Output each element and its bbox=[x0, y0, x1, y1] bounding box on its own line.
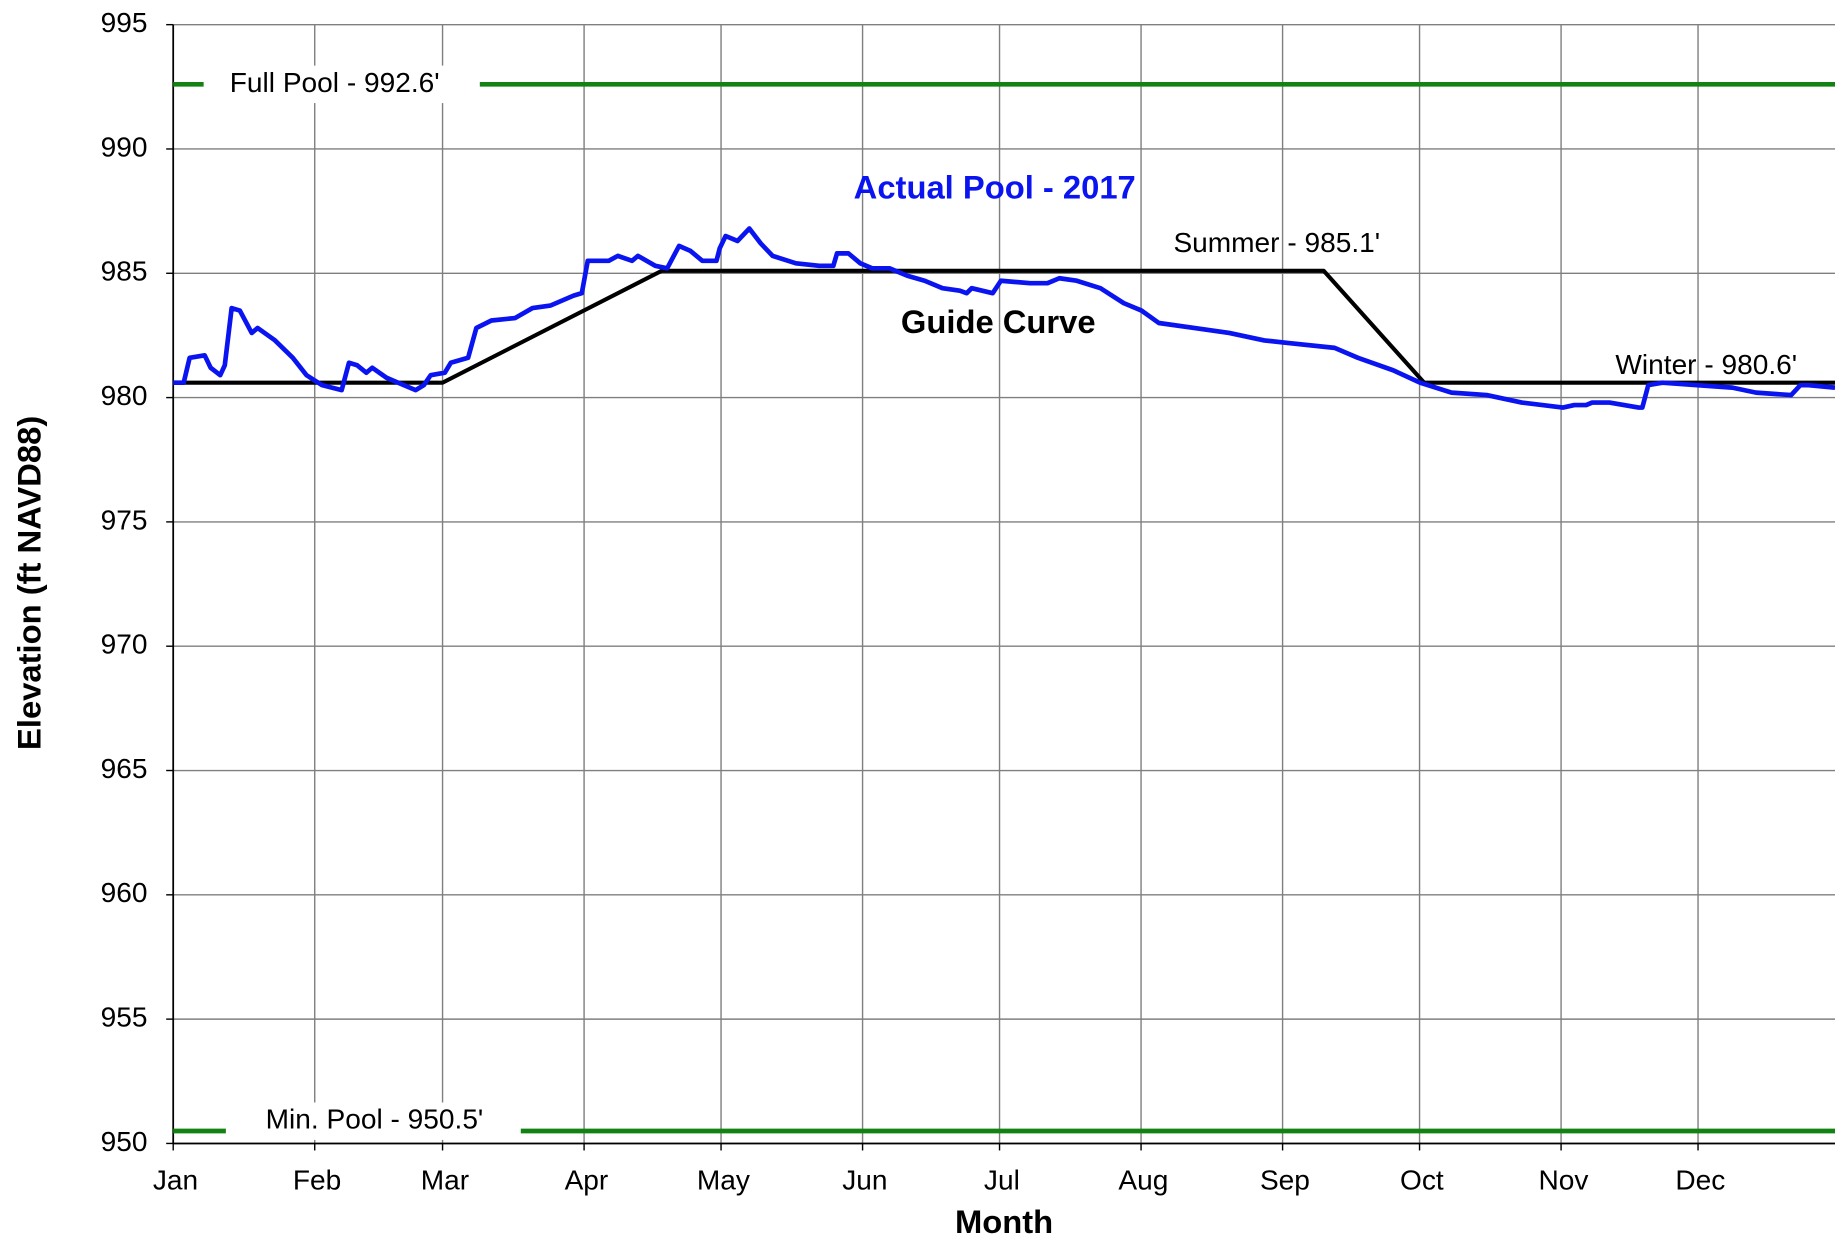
y-tick-label: 965 bbox=[101, 753, 148, 784]
x-tick-label: Oct bbox=[1400, 1164, 1444, 1195]
x-tick-label: Jan bbox=[153, 1164, 198, 1195]
x-axis-title: Month bbox=[955, 1203, 1053, 1240]
actual-pool-label: Actual Pool - 2017 bbox=[854, 168, 1136, 205]
x-tick-label: Aug bbox=[1118, 1164, 1168, 1195]
y-axis-title: Elevation (ft NAVD88) bbox=[10, 416, 47, 750]
x-tick-label: Feb bbox=[293, 1164, 341, 1195]
y-tick-label: 950 bbox=[101, 1126, 148, 1157]
summer-label: Summer - 985.1' bbox=[1173, 227, 1380, 258]
x-tick-label: Apr bbox=[565, 1164, 609, 1195]
x-tick-label: May bbox=[697, 1164, 750, 1195]
y-tick-label: 970 bbox=[101, 629, 148, 660]
y-tick-label: 990 bbox=[101, 131, 148, 162]
x-tick-label: Sep bbox=[1260, 1164, 1310, 1195]
labels: 950 955 960 965 970 975 980 985 990 995 Jan Feb Mar A… bbox=[10, 7, 1797, 1240]
winter-label: Winter - 980.6' bbox=[1615, 349, 1797, 380]
y-tick-label: 955 bbox=[101, 1002, 148, 1033]
x-tick-label: Nov bbox=[1538, 1164, 1588, 1195]
x-tick-label: Dec bbox=[1675, 1164, 1725, 1195]
y-tick-label: 995 bbox=[101, 7, 148, 38]
series-line bbox=[173, 226, 1835, 410]
label-background bbox=[225, 1102, 521, 1140]
full-pool-label: Full Pool - 992.6' bbox=[230, 67, 440, 98]
label-background bbox=[203, 65, 480, 104]
plot-lines bbox=[173, 81, 1835, 1134]
x-tick-label: Jul bbox=[984, 1164, 1020, 1195]
grid bbox=[166, 23, 1835, 1151]
x-tick-label: Jun bbox=[842, 1164, 887, 1195]
y-tick-label: 980 bbox=[101, 380, 148, 411]
y-tick-label: 985 bbox=[101, 256, 148, 287]
min-pool-label: Min. Pool - 950.5' bbox=[266, 1104, 484, 1135]
guide-curve-label: Guide Curve bbox=[901, 303, 1096, 340]
y-tick-label: 975 bbox=[101, 504, 148, 535]
y-tick-label: 960 bbox=[101, 877, 148, 908]
x-tick-label: Mar bbox=[421, 1164, 469, 1195]
